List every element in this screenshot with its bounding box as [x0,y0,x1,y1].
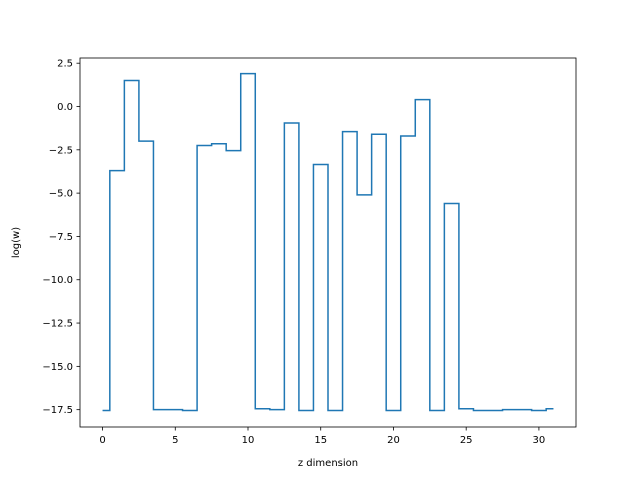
x-tick-label: 10 [242,435,255,446]
x-tick-label: 15 [314,435,327,446]
x-tick-label: 5 [172,435,178,446]
y-tick-label: −2.5 [49,145,73,156]
y-tick-label: 2.5 [57,59,73,70]
y-axis-label: log(w) [11,227,22,258]
x-axis-label: z dimension [298,458,358,469]
y-tick-label: −7.5 [49,232,73,243]
plot-layer [102,72,554,412]
x-tick-label: 30 [533,435,546,446]
x-tick-label: 0 [99,435,105,446]
x-ticks: 0 5 10 15 20 25 30 [99,427,545,446]
y-tick-label: −5.0 [49,189,73,200]
y-ticks: 2.5 0.0 −2.5 −5.0 −7.5 −10.0 −12.5 −15.0 −17.5 [42,59,80,416]
y-tick-label: −12.5 [42,319,73,330]
x-tick-label: 25 [460,435,473,446]
step-line-series [102,72,554,412]
y-tick-label: −17.5 [42,405,73,416]
axes-frame [79,57,577,428]
y-tick-label: 0.0 [57,102,73,113]
x-tick-label: 20 [387,435,400,446]
y-tick-label: −15.0 [42,362,73,373]
y-tick-label: −10.0 [42,275,73,286]
